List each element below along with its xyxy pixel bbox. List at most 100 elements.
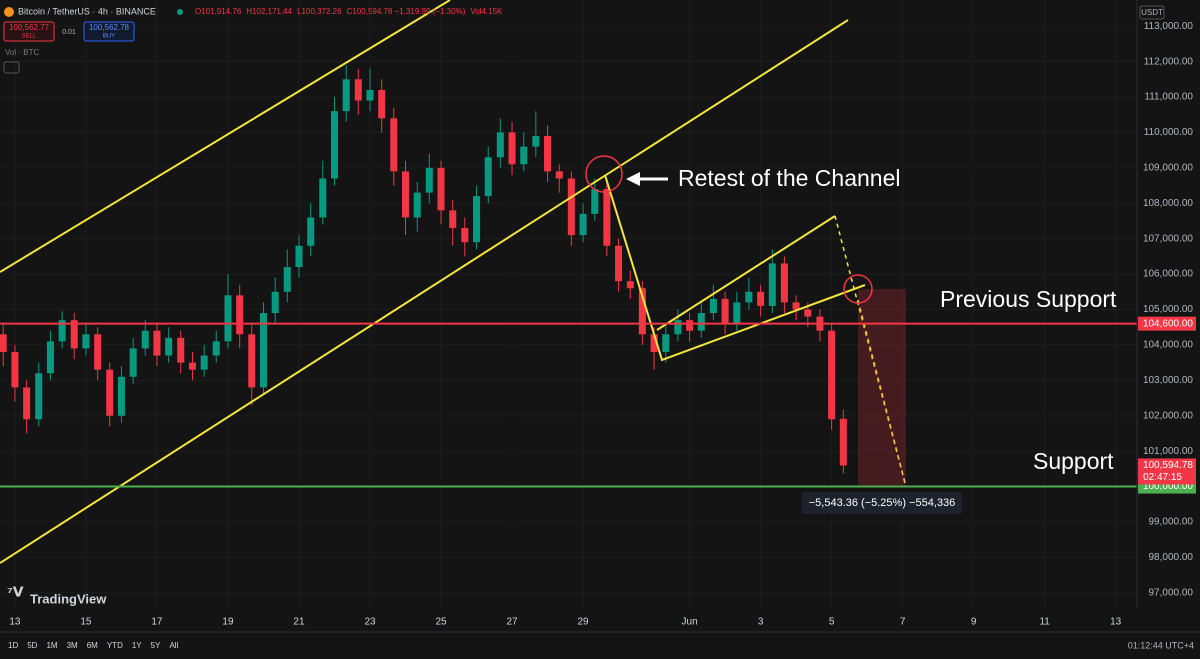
y-tick-label: 98,000.00 (1149, 552, 1194, 563)
range-button[interactable]: 1M (46, 641, 57, 650)
range-button[interactable]: 3M (67, 641, 78, 650)
sell-label[interactable]: SELL (22, 34, 37, 40)
x-tick-label: 19 (222, 617, 234, 628)
candle-body (117, 376, 125, 416)
candle-body (307, 217, 315, 246)
arrow (626, 172, 668, 186)
range-button[interactable]: 1D (8, 641, 18, 650)
candle-body (461, 228, 469, 243)
candle-body (555, 171, 563, 179)
price-label: 100,594.78 (1143, 460, 1193, 471)
range-button[interactable]: All (169, 641, 178, 650)
candle-body (567, 178, 575, 236)
candle-body (354, 79, 362, 101)
candle-body (58, 320, 66, 342)
buy-button[interactable] (83, 21, 135, 42)
y-tick-label: 102,000.00 (1143, 410, 1193, 421)
x-tick-label: 9 (971, 617, 977, 628)
collapse-button[interactable] (3, 61, 20, 74)
candle-body (768, 263, 776, 306)
symbol: Bitcoin / TetherUS · 4h · BINANCE (18, 6, 156, 16)
candle-body (615, 245, 623, 282)
candle-body (342, 79, 350, 112)
candle-body (248, 334, 256, 388)
y-tick-label: 109,000.00 (1143, 162, 1193, 173)
sell-button[interactable] (3, 21, 55, 42)
currency[interactable]: USDT (1141, 8, 1163, 17)
candle-body (484, 157, 492, 197)
candle-body (413, 192, 421, 218)
x-tick-label: 13 (1110, 617, 1122, 628)
candle-body (271, 291, 279, 314)
range-buttons: 1D 5D 1M 3M 6M YTD 1Y 5Y All (8, 641, 179, 650)
candle-body (674, 320, 682, 335)
candle-body (804, 309, 812, 317)
currency-box[interactable] (1139, 5, 1165, 20)
x-tick-label: 17 (151, 617, 163, 628)
ohlc-value: C100,594.78 −1,319.99 (−1.30%) (347, 7, 466, 16)
candle-body (129, 348, 137, 377)
y-tick-label: 107,000.00 (1143, 233, 1193, 244)
candle-body (709, 298, 717, 314)
measure-label: −5,543.36 (−5.25%) −554,336 (809, 497, 955, 509)
range-button[interactable]: 6M (87, 641, 98, 650)
spread: 0.01 (62, 29, 76, 36)
x-tick-label: 11 (1039, 617, 1050, 628)
y-tick-label: 106,000.00 (1143, 269, 1193, 280)
range-button[interactable]: 5Y (151, 641, 161, 650)
ohlc: O101,914.76 H102,171.44 L100,372.26 C100,59… (195, 7, 503, 16)
candle-body (638, 288, 646, 335)
logo: TradingView (30, 591, 107, 606)
candle-body (792, 302, 800, 310)
candle-body (508, 132, 516, 165)
y-tick-label: 99,000.00 (1149, 517, 1194, 528)
candle-body (496, 132, 504, 158)
volume: Vol4.15K (470, 7, 503, 16)
buy-price[interactable]: 100,562.78 (89, 23, 130, 32)
channel-lower (0, 19, 849, 564)
candle-body (283, 266, 291, 292)
range-button[interactable]: 5D (27, 641, 37, 650)
status-dot (177, 9, 183, 15)
x-tick-label: 3 (758, 617, 764, 628)
candle-body (579, 213, 587, 236)
y-tick-label: 97,000.00 (1149, 587, 1194, 598)
buy-label[interactable]: BUY (103, 34, 115, 40)
candle-body (544, 135, 552, 172)
sell-price[interactable]: 100,562.77 (9, 23, 50, 32)
candle-body (780, 263, 788, 303)
range-button[interactable]: YTD (107, 641, 123, 650)
candle-body (295, 245, 303, 267)
range-button[interactable]: 1Y (132, 641, 142, 650)
candle-body (650, 334, 658, 352)
ohlc-value: L100,372.26 (297, 7, 342, 16)
level-label-bg (1138, 316, 1196, 331)
candle-body (188, 362, 196, 370)
x-tick-label: 25 (435, 617, 447, 628)
ohlc-value: H102,171.44 (246, 7, 292, 16)
candle-body (330, 111, 339, 179)
clock: 01:12:44 UTC+4 (1128, 640, 1194, 650)
y-tick-label: 108,000.00 (1143, 198, 1193, 209)
candle-body (745, 291, 753, 303)
candle-body (366, 89, 374, 101)
candle-body (603, 189, 611, 246)
highlight-circle (843, 274, 873, 304)
candle-body (697, 313, 705, 331)
candle-body (141, 330, 149, 349)
candle-body (153, 330, 161, 356)
annotation: Retest of the Channel (678, 165, 900, 191)
measure-box (858, 289, 906, 486)
x-tick-label: 13 (9, 617, 21, 628)
x-tick-label: 15 (80, 617, 92, 628)
candle-body (662, 334, 670, 352)
channel-upper (0, 0, 451, 273)
candle-body (212, 341, 220, 356)
logo-mark: ⁷𝗩 (7, 584, 24, 600)
ohlc-value: O101,914.76 (195, 7, 242, 16)
volume-indicator: Vol · BTC (5, 48, 39, 57)
price-axis (1137, 0, 1200, 632)
drawings (0, 0, 906, 564)
candle-body (401, 171, 410, 218)
